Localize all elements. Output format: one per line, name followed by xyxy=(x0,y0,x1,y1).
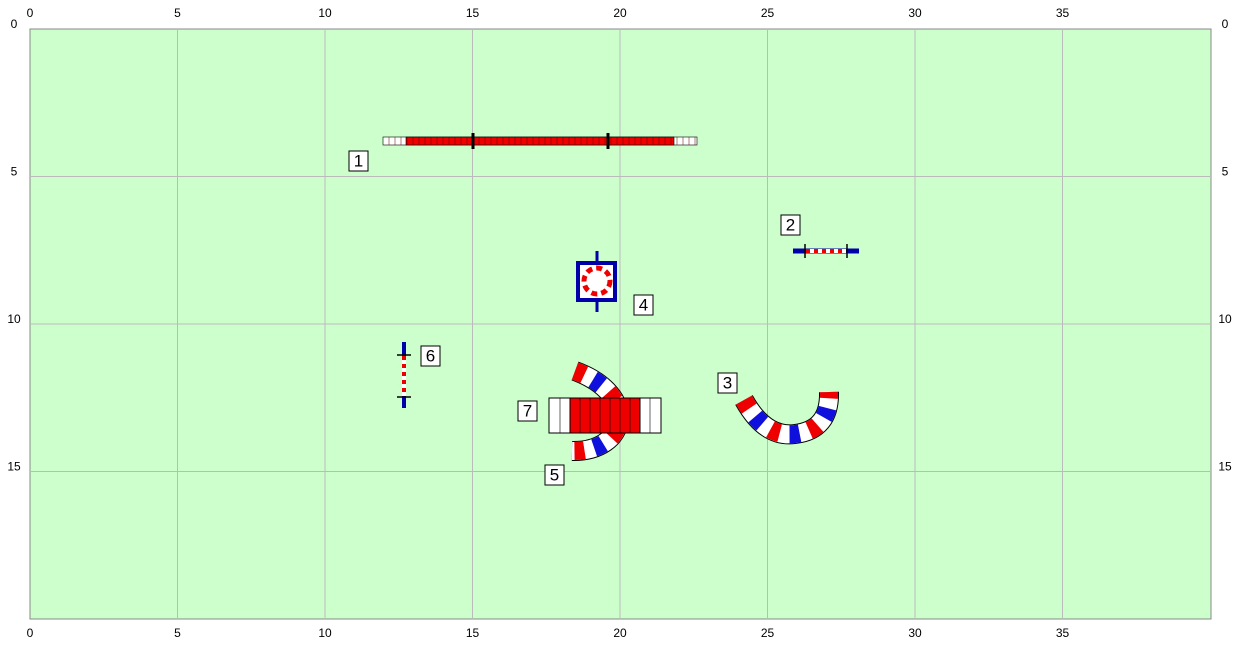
y-tick-label: 15 xyxy=(7,460,21,474)
x-tick-label: 10 xyxy=(318,626,332,640)
x-tick-label: 5 xyxy=(174,626,181,640)
y-tick-label: 5 xyxy=(1222,165,1229,179)
wall xyxy=(405,136,675,146)
tunnel-blue xyxy=(736,391,838,444)
x-tick-label: 5 xyxy=(174,6,181,20)
tunnel-blue xyxy=(571,362,628,461)
x-tick-label: 25 xyxy=(761,626,775,640)
x-tick-label: 35 xyxy=(1056,626,1070,640)
x-tick-label: 20 xyxy=(613,6,627,20)
y-tick-label: 15 xyxy=(1218,460,1232,474)
x-tick-label: 0 xyxy=(27,6,34,20)
chute-red xyxy=(569,397,641,434)
x-tick-label: 0 xyxy=(27,626,34,640)
x-tick-label: 25 xyxy=(761,6,775,20)
obstacle-number-box xyxy=(633,294,654,316)
obstacle-number: 4 xyxy=(639,295,648,314)
x-tick-label: 15 xyxy=(466,6,480,20)
obstacle-number-box xyxy=(348,150,369,172)
y-tick-label: 10 xyxy=(1218,312,1232,326)
y-tick-label: 0 xyxy=(1222,17,1229,31)
tyre xyxy=(581,265,613,297)
x-tick-label: 30 xyxy=(908,626,922,640)
y-tick-label: 5 xyxy=(11,165,18,179)
obstacle-number: 7 xyxy=(523,401,532,420)
obstacle-number: 3 xyxy=(723,373,732,392)
x-tick-label: 20 xyxy=(613,626,627,640)
x-tick-label: 30 xyxy=(908,6,922,20)
obstacle-number-box xyxy=(780,214,801,236)
obstacle-number-box xyxy=(420,345,441,367)
obstacle-number: 5 xyxy=(550,465,559,484)
x-tick-label: 15 xyxy=(466,626,480,640)
obstacle-number: 6 xyxy=(426,346,435,365)
obstacle-number-box xyxy=(544,464,565,486)
y-tick-label: 0 xyxy=(11,17,18,31)
x-tick-label: 35 xyxy=(1056,6,1070,20)
obstacle-number: 1 xyxy=(354,151,363,170)
x-tick-label: 10 xyxy=(318,6,332,20)
obstacle-number-box xyxy=(717,372,738,394)
obstacle-number: 2 xyxy=(786,215,795,234)
y-tick-label: 10 xyxy=(7,312,21,326)
obstacle-number-box xyxy=(517,400,538,422)
